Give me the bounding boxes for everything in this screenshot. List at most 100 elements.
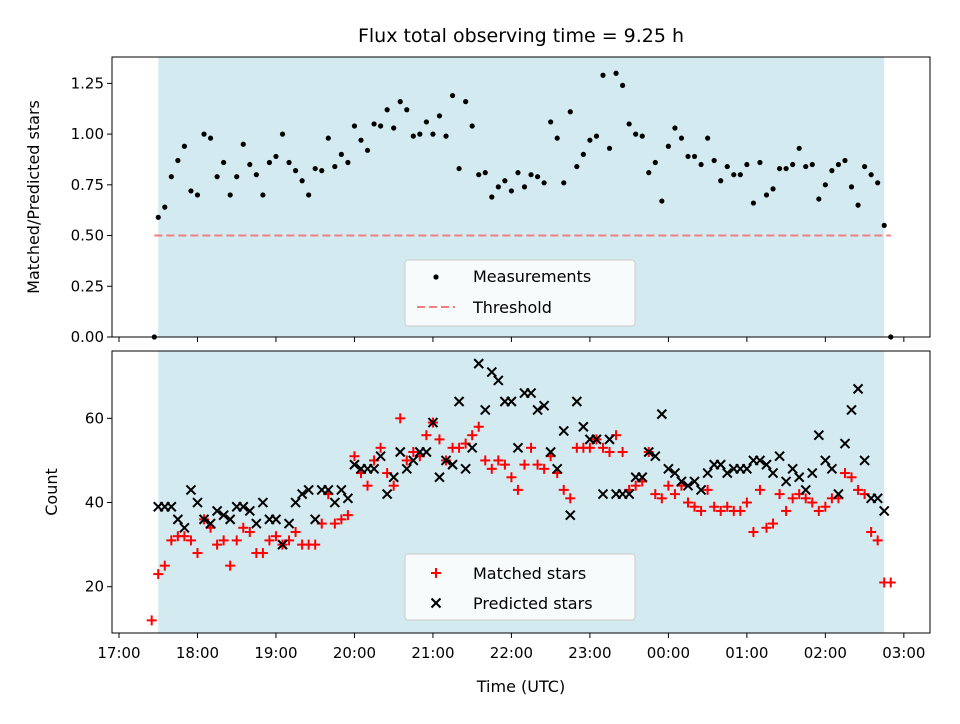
top-ytick-label-2: 0.50	[71, 227, 104, 245]
measurement-point-58	[528, 172, 534, 178]
predicted-point-20	[283, 518, 295, 529]
measurement-point-102	[816, 196, 822, 202]
top-ytick-label-0: 0.00	[71, 328, 104, 346]
measurement-point-95	[770, 186, 776, 192]
matched-point-94	[761, 522, 772, 533]
measurement-point-63	[561, 180, 567, 186]
bottom-xtick-label-7: 00:00	[647, 644, 690, 662]
measurement-point-25	[312, 165, 318, 172]
predicted-point-11	[224, 514, 236, 525]
predicted-point-62	[558, 425, 569, 437]
measurement-point-3	[168, 174, 174, 180]
predicted-point-38	[401, 463, 412, 475]
top-legend-box	[404, 259, 636, 327]
matched-point-0	[146, 615, 157, 626]
measurement-point-57	[521, 184, 528, 190]
predicted-point-13	[238, 501, 249, 512]
measurement-point-37	[391, 125, 397, 131]
predicted-point-77	[656, 408, 668, 420]
predicted-point-78	[663, 463, 674, 475]
predicted-point-61	[551, 463, 563, 475]
matched-point-100	[800, 493, 811, 504]
matched-point-50	[473, 421, 484, 432]
predicted-point-103	[826, 463, 838, 475]
matched-point-83	[689, 501, 700, 512]
matched-point-7	[192, 548, 203, 559]
measurement-point-72	[620, 82, 626, 89]
predicted-point-68	[597, 488, 609, 500]
predicted-point-4	[179, 522, 190, 533]
measurement-point-111	[875, 180, 881, 186]
matched-point-52	[486, 463, 497, 474]
measurement-point-47	[456, 165, 462, 172]
predicted-point-49	[473, 358, 484, 369]
measurement-point-92	[750, 200, 757, 206]
predicted-point-21	[290, 497, 301, 508]
matched-point-42	[421, 430, 432, 441]
measurement-point-100	[803, 163, 809, 170]
measurement-point-107	[848, 184, 855, 190]
predicted-point-110	[872, 493, 883, 504]
matched-point-54	[499, 459, 510, 470]
matched-point-78	[656, 493, 667, 504]
predicted-point-69	[604, 434, 615, 445]
measurement-point-43	[430, 131, 436, 137]
predicted-point-39	[408, 455, 419, 466]
measurement-point-77	[652, 159, 658, 166]
bottom-y-ticks: 20 40 60	[85, 409, 112, 596]
matched-point-10	[212, 539, 223, 550]
predicted-point-106	[846, 404, 857, 416]
matched-point-1	[153, 569, 164, 580]
bottom-xtick-label-5: 22:00	[490, 644, 533, 662]
measurement-point-36	[384, 107, 390, 113]
matched-point-6	[185, 535, 196, 546]
measurement-point-104	[829, 168, 835, 174]
predicted-point-92	[754, 455, 766, 466]
predicted-point-96	[780, 476, 792, 487]
predicted-point-36	[388, 472, 399, 483]
matched-point-88	[722, 501, 733, 512]
bottom-panel: 20 40 60 17:00 18:00 19:00 20:00 21:00 22:00 23:…	[42, 350, 931, 696]
matched-point-106	[839, 468, 850, 479]
measurement-point-2	[162, 204, 168, 210]
top-panel-frame	[111, 56, 931, 338]
matched-point-97	[781, 505, 792, 516]
predicted-point-98	[793, 472, 805, 483]
measurement-point-101	[809, 161, 815, 168]
measurement-point-98	[790, 161, 796, 168]
matched-point-31	[349, 451, 360, 462]
measurement-point-20	[279, 131, 286, 137]
matched-point-110	[866, 526, 877, 537]
bottom-panel-frame	[111, 350, 931, 634]
matched-point-2	[159, 560, 170, 571]
matched-point-37	[388, 480, 399, 491]
predicted-point-16	[257, 497, 269, 508]
matched-point-91	[741, 497, 752, 508]
predicted-point-74	[637, 472, 648, 483]
predicted-point-108	[859, 455, 870, 466]
predicted-point-47	[460, 463, 471, 475]
measurement-point-27	[325, 135, 331, 141]
predicted-point-100	[807, 467, 818, 479]
matched-point-59	[532, 459, 543, 470]
matched-point-101	[807, 497, 818, 508]
matched-point-72	[617, 447, 628, 458]
measurement-point-15	[247, 161, 253, 168]
measurement-point-39	[404, 107, 410, 113]
measurement-point-50	[476, 172, 482, 178]
predicted-point-81	[682, 480, 694, 491]
measurement-point-33	[364, 147, 371, 153]
measurement-point-109	[861, 163, 868, 170]
top-y-axis-label: Matched/Predicted stars	[24, 100, 43, 294]
predicted-point-82	[689, 476, 700, 487]
predicted-point-65	[578, 421, 589, 432]
matched-point-63	[558, 484, 569, 495]
matched-point-29	[336, 514, 347, 525]
measurement-point-9	[207, 135, 214, 141]
matched-point-35	[375, 442, 386, 453]
matched-point-47	[454, 442, 465, 453]
measurement-point-84	[698, 161, 704, 168]
predicted-point-84	[702, 467, 713, 479]
predicted-point-90	[741, 463, 753, 475]
